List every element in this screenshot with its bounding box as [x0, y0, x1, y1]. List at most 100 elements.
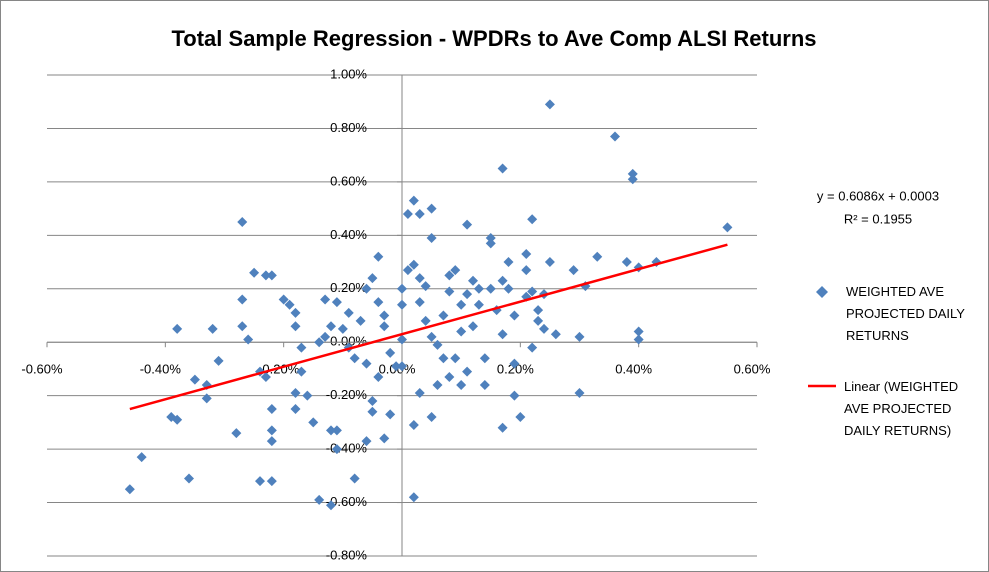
data-point: [343, 307, 354, 318]
data-point: [402, 265, 413, 276]
data-point: [255, 476, 265, 487]
data-point: [432, 379, 443, 390]
data-point: [633, 334, 644, 345]
data-point: [385, 409, 396, 420]
data-point: [189, 374, 200, 385]
data-point: [331, 425, 342, 436]
data-point: [314, 337, 325, 348]
data-point: [621, 257, 632, 268]
data-point: [456, 326, 467, 337]
data-point: [296, 342, 307, 353]
data-point: [533, 305, 544, 316]
data-point: [355, 315, 366, 326]
data-point: [278, 294, 289, 305]
data-point: [201, 393, 212, 404]
data-point: [450, 265, 461, 276]
data-point: [361, 436, 372, 447]
data-point: [485, 238, 496, 249]
data-point: [468, 275, 478, 286]
data-point: [231, 428, 242, 439]
data-point: [408, 420, 419, 431]
data-point: [320, 294, 331, 305]
data-point: [456, 379, 467, 390]
y-tick-label: -0.40%: [326, 441, 368, 456]
data-point: [237, 294, 248, 305]
legend-label: WEIGHTED AVE PROJECTED DAILY RETURNS: [846, 284, 965, 343]
x-tick-label: -0.60%: [21, 362, 63, 377]
data-point: [544, 99, 555, 110]
data-point: [420, 315, 431, 326]
x-tick-label: 0.60%: [734, 362, 771, 377]
data-point: [456, 299, 467, 310]
data-point: [426, 412, 437, 423]
data-point: [503, 283, 514, 294]
data-point: [237, 321, 248, 332]
data-point: [479, 353, 490, 364]
data-point: [479, 379, 490, 390]
data-point: [326, 321, 336, 332]
data-point: [266, 476, 277, 487]
data-point: [568, 265, 579, 276]
data-point: [290, 321, 301, 332]
data-point: [237, 216, 248, 227]
x-tick-label: -0.40%: [140, 362, 182, 377]
data-point: [331, 297, 342, 308]
data-point: [290, 387, 301, 398]
data-point: [373, 371, 384, 382]
data-point: [592, 251, 603, 262]
data-point: [349, 353, 360, 364]
data-point: [497, 329, 508, 340]
data-point: [444, 371, 455, 382]
data-point: [722, 222, 733, 233]
legend-marker: [816, 286, 828, 298]
data-point: [444, 286, 455, 297]
y-tick-label: -0.20%: [326, 387, 368, 402]
data-point: [414, 297, 425, 308]
data-point: [473, 299, 484, 310]
data-point: [379, 310, 390, 321]
data-point: [420, 281, 431, 292]
trend-equation: y = 0.6086x + 0.0003: [817, 188, 939, 203]
data-point: [497, 163, 508, 174]
data-point: [462, 366, 473, 377]
data-point: [367, 406, 378, 417]
data-point: [408, 259, 419, 270]
data-point: [397, 283, 407, 294]
data-point: [361, 283, 372, 294]
y-tick-label: -0.60%: [326, 494, 368, 509]
y-tick-label: 0.00%: [330, 334, 367, 349]
y-tick-label: 1.00%: [330, 66, 367, 81]
data-point: [462, 289, 473, 300]
data-point: [574, 331, 585, 342]
data-point: [260, 270, 271, 281]
trendline: [129, 243, 728, 411]
y-tick-label: 0.60%: [330, 173, 367, 188]
data-point: [260, 371, 271, 382]
data-point: [414, 273, 425, 284]
data-point: [349, 473, 360, 484]
data-point: [515, 412, 526, 423]
data-point: [402, 208, 413, 219]
data-point: [249, 267, 260, 278]
data-point: [473, 283, 484, 294]
data-point: [124, 484, 135, 495]
r-squared: R² = 0.1955: [844, 211, 912, 226]
data-point: [426, 233, 437, 244]
data-point: [533, 315, 544, 326]
data-point: [521, 249, 532, 260]
data-point: [414, 387, 425, 398]
data-point: [266, 436, 277, 447]
data-point: [266, 404, 277, 415]
data-point: [266, 270, 277, 281]
data-point: [485, 283, 496, 294]
data-point: [426, 203, 437, 214]
data-point: [337, 323, 348, 334]
data-point: [497, 422, 508, 433]
data-point: [544, 257, 555, 268]
data-point: [438, 310, 449, 321]
data-point: [633, 326, 644, 337]
data-point: [361, 358, 372, 369]
y-tick-label: -0.80%: [326, 547, 368, 562]
data-point: [373, 251, 384, 262]
